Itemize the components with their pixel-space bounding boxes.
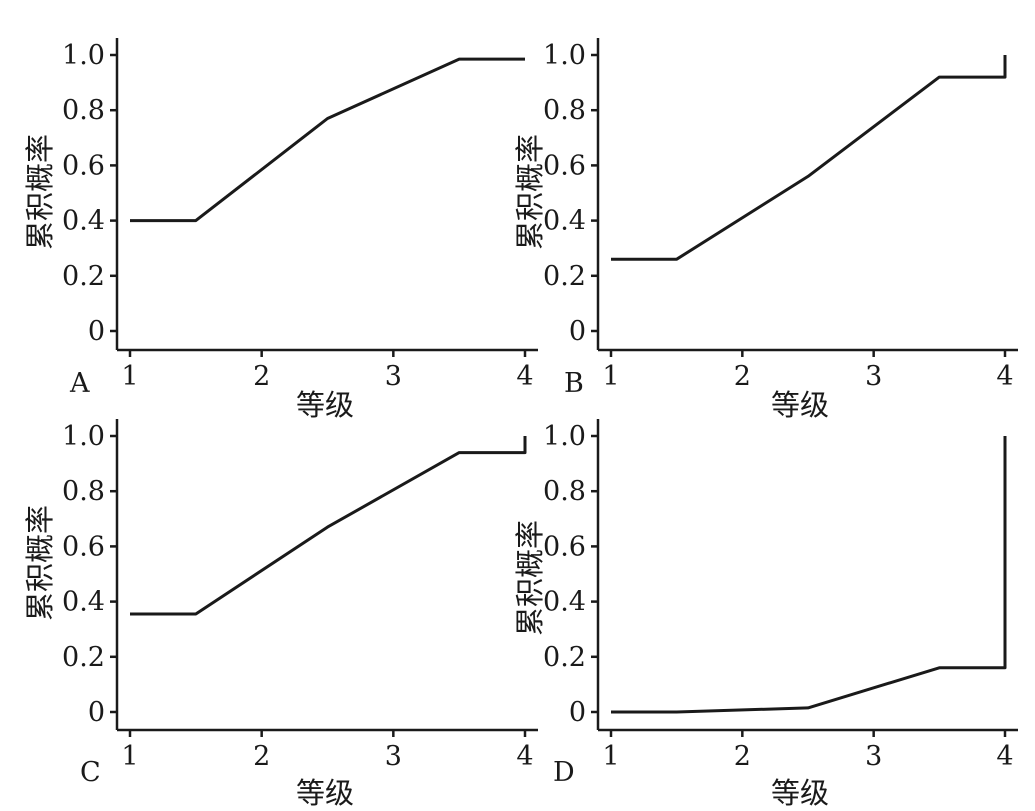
y-tick-label: 0.6 xyxy=(62,531,105,562)
panel-label: C xyxy=(80,757,101,788)
cumulative-probability-line xyxy=(611,55,1007,261)
x-tick-label: 4 xyxy=(996,741,1013,772)
x-tick-label: 2 xyxy=(253,361,270,392)
x-tick-label: 3 xyxy=(385,741,402,772)
x-tick-label: 3 xyxy=(385,361,402,392)
chart-panel-c: 0 0.2 0.4 0.6 0.8 1.0 1 2 3 4 C 等级 累积概率 xyxy=(23,419,538,810)
y-tick-label: 0.6 xyxy=(543,150,586,181)
x-tick-label: 3 xyxy=(865,741,882,772)
y-tick-label: 0.8 xyxy=(543,95,586,126)
y-tick-label: 0.4 xyxy=(62,206,105,237)
x-tick-label: 1 xyxy=(121,741,138,772)
x-tick-label: 4 xyxy=(516,361,533,392)
panel-label: B xyxy=(564,368,584,399)
y-tick-label: 0.8 xyxy=(543,476,586,507)
x-tick-label: 4 xyxy=(516,741,533,772)
x-tick-label: 1 xyxy=(602,741,619,772)
x-tick-label: 2 xyxy=(253,741,270,772)
y-axis-title: 累积概率 xyxy=(23,505,57,621)
x-tick-label: 4 xyxy=(996,361,1013,392)
y-tick-label: 0.6 xyxy=(62,150,105,181)
y-tick-label: 1.0 xyxy=(543,421,586,452)
y-tick-label: 0.4 xyxy=(543,587,586,618)
y-axis-title: 累积概率 xyxy=(23,134,57,250)
y-tick-label: 1.0 xyxy=(543,40,586,71)
y-tick-label: 0.4 xyxy=(543,206,586,237)
x-axis-title: 等级 xyxy=(771,776,829,810)
y-tick-label: 0 xyxy=(88,697,105,728)
y-tick-label: 0.4 xyxy=(62,587,105,618)
y-tick-label: 0 xyxy=(569,697,586,728)
x-axis-title: 等级 xyxy=(771,388,829,422)
chart-panel-a: 0 0.2 0.4 0.6 0.8 1.0 1 2 3 4 A 等级 累积概率 xyxy=(23,38,538,422)
y-tick-label: 0.8 xyxy=(62,95,105,126)
y-tick-label: 1.0 xyxy=(62,40,105,71)
cumulative-probability-line xyxy=(130,57,525,223)
x-axis-title: 等级 xyxy=(296,776,354,810)
y-tick-label: 0.6 xyxy=(543,531,586,562)
y-tick-label: 0.2 xyxy=(543,261,586,292)
cumulative-probability-line xyxy=(611,436,1007,714)
x-tick-label: 2 xyxy=(734,361,751,392)
y-axis-title: 累积概率 xyxy=(513,134,547,250)
y-tick-label: 0.8 xyxy=(62,476,105,507)
x-axis-title: 等级 xyxy=(296,388,354,422)
x-tick-label: 1 xyxy=(602,361,619,392)
y-tick-label: 0 xyxy=(569,316,586,347)
y-tick-label: 0.2 xyxy=(62,261,105,292)
x-tick-label: 1 xyxy=(121,361,138,392)
panel-label: D xyxy=(553,757,575,788)
x-tick-label: 2 xyxy=(734,741,751,772)
y-tick-label: 0.2 xyxy=(543,642,586,673)
y-tick-label: 0 xyxy=(88,316,105,347)
y-tick-label: 1.0 xyxy=(62,421,105,452)
y-tick-label: 0.2 xyxy=(62,642,105,673)
y-axis-title: 累积概率 xyxy=(513,520,547,636)
cumulative-probability-line xyxy=(130,436,527,616)
x-tick-label: 3 xyxy=(865,361,882,392)
panel-label: A xyxy=(69,368,90,399)
